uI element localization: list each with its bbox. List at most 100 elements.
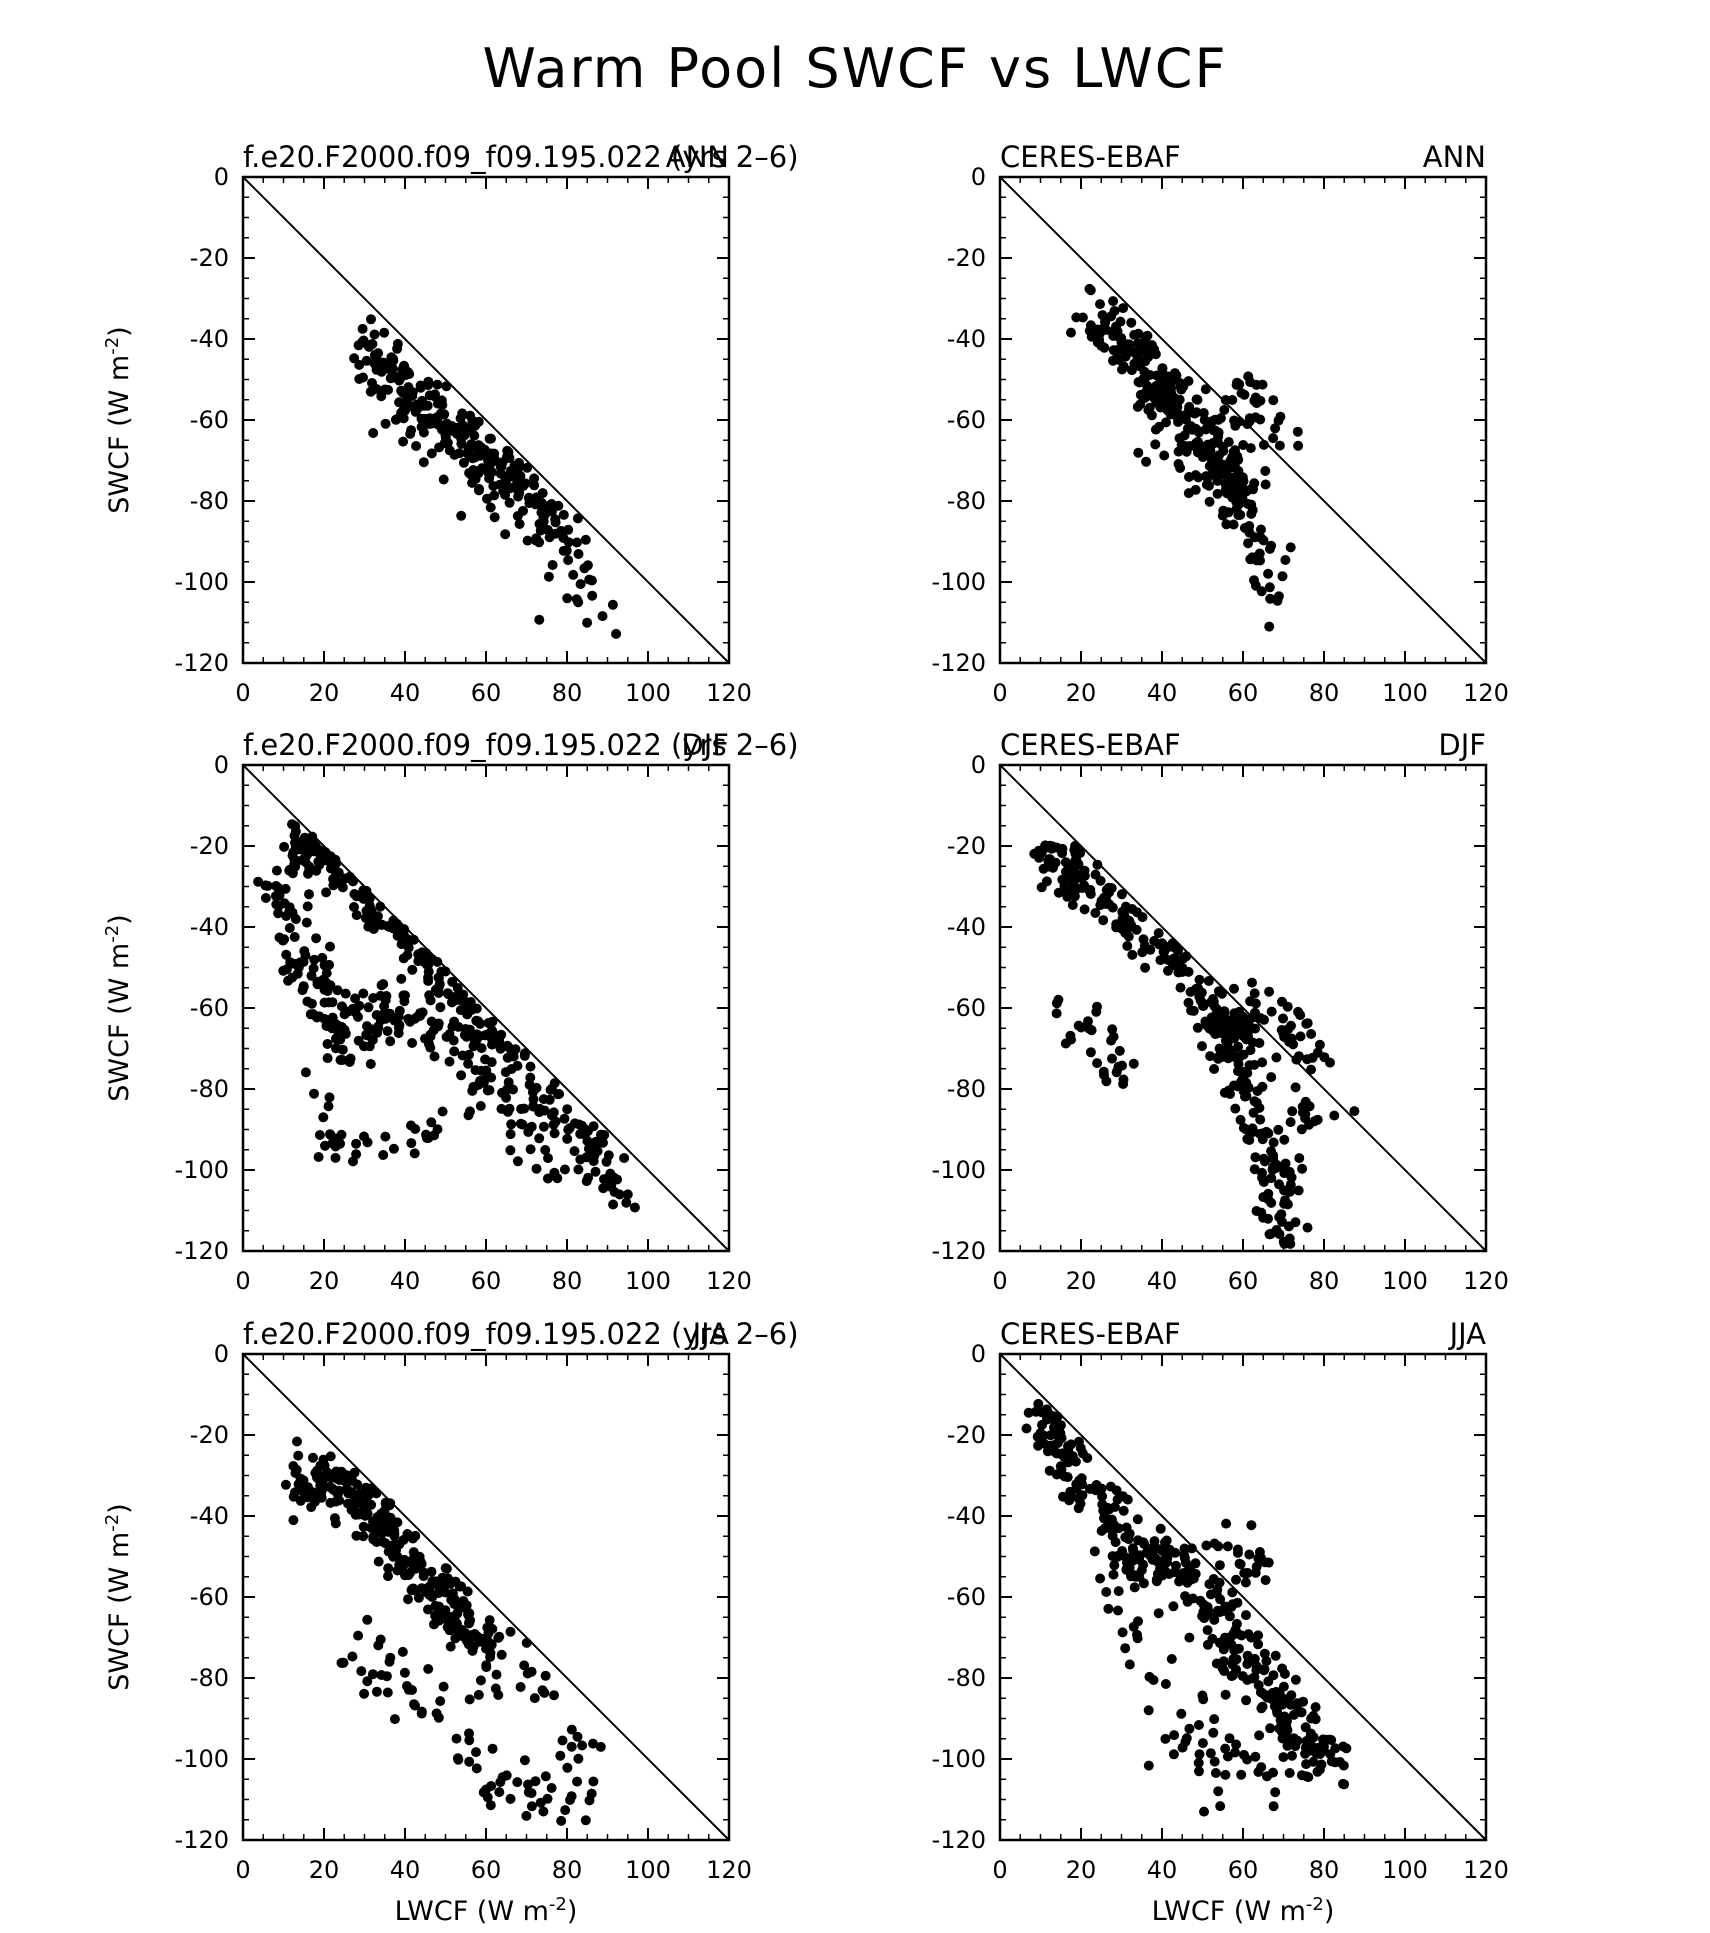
y-axis-label: SWCF (W m-2) <box>102 1503 135 1690</box>
data-point <box>1150 349 1161 360</box>
data-point <box>446 421 457 432</box>
data-point <box>1266 1693 1277 1704</box>
one-to-one-reference-line <box>242 176 730 664</box>
y-tick-label: -100 <box>932 1156 986 1184</box>
data-point <box>1250 1152 1261 1163</box>
data-point <box>1278 1028 1289 1039</box>
x-tick-label: 40 <box>390 1267 421 1295</box>
data-point <box>463 1058 474 1069</box>
data-point <box>1198 1599 1209 1610</box>
data-point <box>1138 1537 1149 1548</box>
data-point <box>1193 1757 1204 1768</box>
data-point <box>1227 1587 1238 1598</box>
data-point <box>356 1497 367 1508</box>
data-point <box>379 1001 390 1012</box>
data-point <box>1241 1695 1252 1706</box>
data-point <box>549 1167 560 1178</box>
data-point <box>1297 1163 1308 1174</box>
data-point <box>314 1130 325 1140</box>
data-point <box>1129 358 1140 369</box>
data-point <box>1233 1016 1243 1027</box>
data-point <box>1257 1057 1268 1068</box>
data-point <box>1135 389 1146 400</box>
data-point <box>583 1143 594 1154</box>
data-point <box>522 535 533 546</box>
data-point <box>496 1029 507 1040</box>
data-point <box>1260 466 1271 476</box>
x-tick-label: 60 <box>471 1856 502 1884</box>
data-point <box>1132 907 1142 918</box>
scatter-points <box>253 819 640 1213</box>
data-point <box>525 1061 536 1072</box>
data-point <box>290 914 301 925</box>
data-point <box>369 329 380 340</box>
data-point <box>1140 356 1151 367</box>
data-point <box>346 1504 357 1515</box>
data-point <box>409 1148 420 1159</box>
x-tick-label: 40 <box>390 679 421 707</box>
data-point <box>481 1065 492 1076</box>
data-point <box>1263 568 1274 579</box>
data-point <box>1111 922 1122 933</box>
data-point <box>1160 1679 1171 1689</box>
data-point <box>500 529 511 540</box>
data-point <box>542 1173 553 1184</box>
data-point <box>438 1681 449 1692</box>
data-point <box>1213 1786 1224 1797</box>
data-point <box>464 1694 475 1705</box>
x-tick-label: 120 <box>706 1856 752 1884</box>
y-tick-label: 0 <box>971 1340 986 1368</box>
data-point <box>534 614 545 625</box>
data-point <box>305 844 316 854</box>
y-tick-label: -100 <box>932 568 986 596</box>
data-point <box>429 1051 440 1062</box>
data-point <box>1171 1560 1181 1571</box>
data-point <box>351 1149 362 1160</box>
data-point <box>1257 1167 1267 1178</box>
data-point <box>1021 1423 1032 1434</box>
data-point <box>389 1531 400 1542</box>
data-point <box>425 995 436 1006</box>
data-point <box>1271 1162 1282 1173</box>
data-point <box>1090 869 1101 880</box>
data-point <box>1098 1066 1109 1077</box>
x-tick-label: 60 <box>471 1267 502 1295</box>
data-point <box>502 1084 513 1095</box>
data-point <box>1187 1593 1198 1604</box>
y-tick-label: -80 <box>190 487 229 515</box>
data-point <box>453 1754 464 1765</box>
data-point <box>1244 1549 1255 1560</box>
data-point <box>1213 431 1224 442</box>
data-point <box>1107 1053 1117 1064</box>
y-tick-label: -40 <box>190 325 229 353</box>
data-point <box>1051 1008 1062 1019</box>
data-point <box>1199 415 1210 425</box>
y-axis-label: SWCF (W m-2) <box>102 914 135 1101</box>
data-point <box>456 1581 467 1592</box>
data-point <box>545 500 556 511</box>
data-point <box>1242 1659 1253 1669</box>
data-point <box>1235 477 1246 488</box>
x-tick-label: 100 <box>1382 1856 1428 1884</box>
data-point <box>590 1166 601 1177</box>
data-point <box>1107 326 1118 337</box>
data-point <box>295 837 306 848</box>
data-point <box>1145 1550 1156 1561</box>
data-point <box>597 611 608 622</box>
data-point <box>1243 1134 1254 1145</box>
data-point <box>1173 446 1184 457</box>
data-point <box>396 973 407 984</box>
data-point <box>1155 1523 1166 1534</box>
data-point <box>1182 423 1193 434</box>
data-point <box>488 481 499 491</box>
data-point <box>1211 452 1222 463</box>
data-point <box>1263 1676 1274 1687</box>
y-tick-label: -100 <box>932 1745 986 1773</box>
data-point <box>1079 865 1090 876</box>
data-point <box>1165 408 1176 418</box>
data-point <box>1157 938 1168 949</box>
data-point <box>345 1053 356 1064</box>
data-point <box>1197 1738 1208 1749</box>
data-point <box>442 988 453 999</box>
data-point <box>1239 1568 1250 1579</box>
